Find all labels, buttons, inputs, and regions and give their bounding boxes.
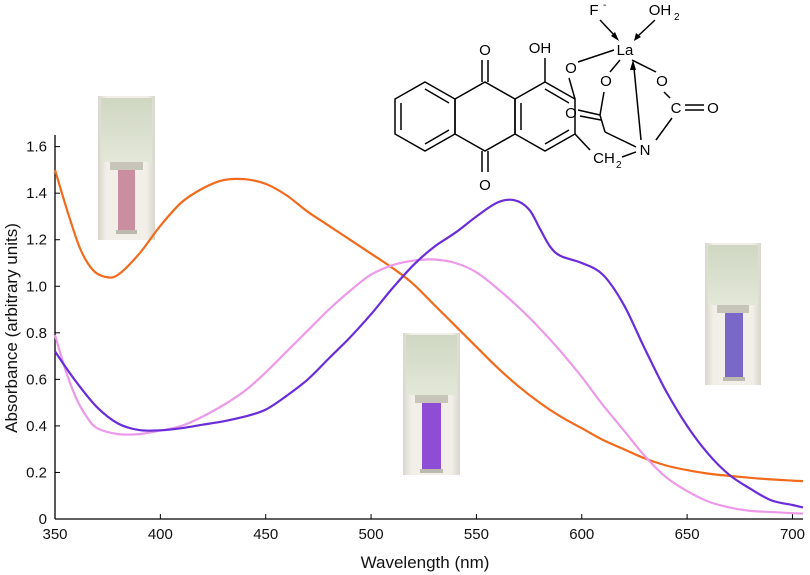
x-ticks: 350 400 450 500 550 600 650 700	[42, 514, 805, 543]
lanthanum-atom: La	[617, 42, 634, 59]
y-ticks: 0 0.2 0.4 0.6 0.8 1.0 1.2 1.4 1.6	[26, 139, 60, 528]
y-tick-label: 1.4	[26, 185, 47, 202]
y-tick-label: 0.4	[26, 418, 47, 435]
x-axis-title: Wavelength (nm)	[361, 553, 490, 572]
y-tick-label: 1.6	[26, 139, 47, 156]
cuvette-3-solution	[725, 313, 743, 377]
y-tick-label: 0.2	[26, 464, 47, 481]
carbonyl-oxygen-right: O	[707, 100, 719, 117]
carbonyl-oxygen-left: O	[565, 105, 577, 122]
spectrum-line-3	[54, 198, 804, 509]
ketone-oxygen-top: O	[479, 42, 491, 59]
carboxylate-oxygen-left: O	[600, 73, 612, 90]
x-tick-label: 500	[359, 526, 384, 543]
water-subscript: 2	[674, 12, 680, 23]
x-tick-label: 350	[42, 526, 67, 543]
y-axis-title: Absorbance (arbitrary units)	[2, 223, 21, 433]
y-tick-label: 0.8	[26, 325, 47, 342]
cuvette-1-solution	[118, 170, 135, 230]
axes: 350 400 450 500 550 600 650 700 0 0.2 0.4 0.6 0.8 1.…	[26, 135, 805, 543]
y-tick-label: 1.0	[26, 278, 47, 295]
y-tick-label: 0.6	[26, 371, 47, 388]
cuvette-image-2	[403, 333, 460, 475]
cuvette-2-solution	[422, 403, 441, 469]
spectrum-line-1	[53, 169, 804, 483]
x-tick-label: 600	[569, 526, 594, 543]
y-tick-label: 0	[39, 511, 47, 528]
carbonyl-carbon-right: C	[671, 100, 682, 117]
ketone-oxygen-bottom: O	[479, 177, 491, 194]
spectra-series	[53, 169, 804, 515]
nitrogen-atom: N	[640, 142, 651, 159]
x-tick-label: 650	[675, 526, 700, 543]
fluoride-atom: F	[589, 2, 598, 19]
carboxylate-oxygen-right: O	[656, 73, 668, 90]
phenolate-oxygen: O	[565, 60, 577, 77]
methylene-subscript: 2	[616, 160, 622, 171]
cuvette-image-1	[98, 96, 155, 240]
x-tick-label: 550	[464, 526, 489, 543]
y-tick-label: 1.2	[26, 232, 47, 249]
x-tick-label: 450	[253, 526, 278, 543]
cuvette-images	[98, 96, 761, 475]
spectrum-line-2	[53, 258, 804, 515]
fluoride-charge: -	[603, 0, 606, 11]
chemical-structure: O O OH O La F - OH 2 O O O	[394, 0, 719, 194]
cuvette-image-3	[705, 243, 761, 385]
water-ligand: OH	[649, 2, 672, 19]
x-tick-label: 400	[148, 526, 173, 543]
hydroxyl-group: OH	[529, 40, 552, 57]
methylene-linker: CH	[593, 150, 615, 167]
x-tick-label: 700	[780, 526, 805, 543]
